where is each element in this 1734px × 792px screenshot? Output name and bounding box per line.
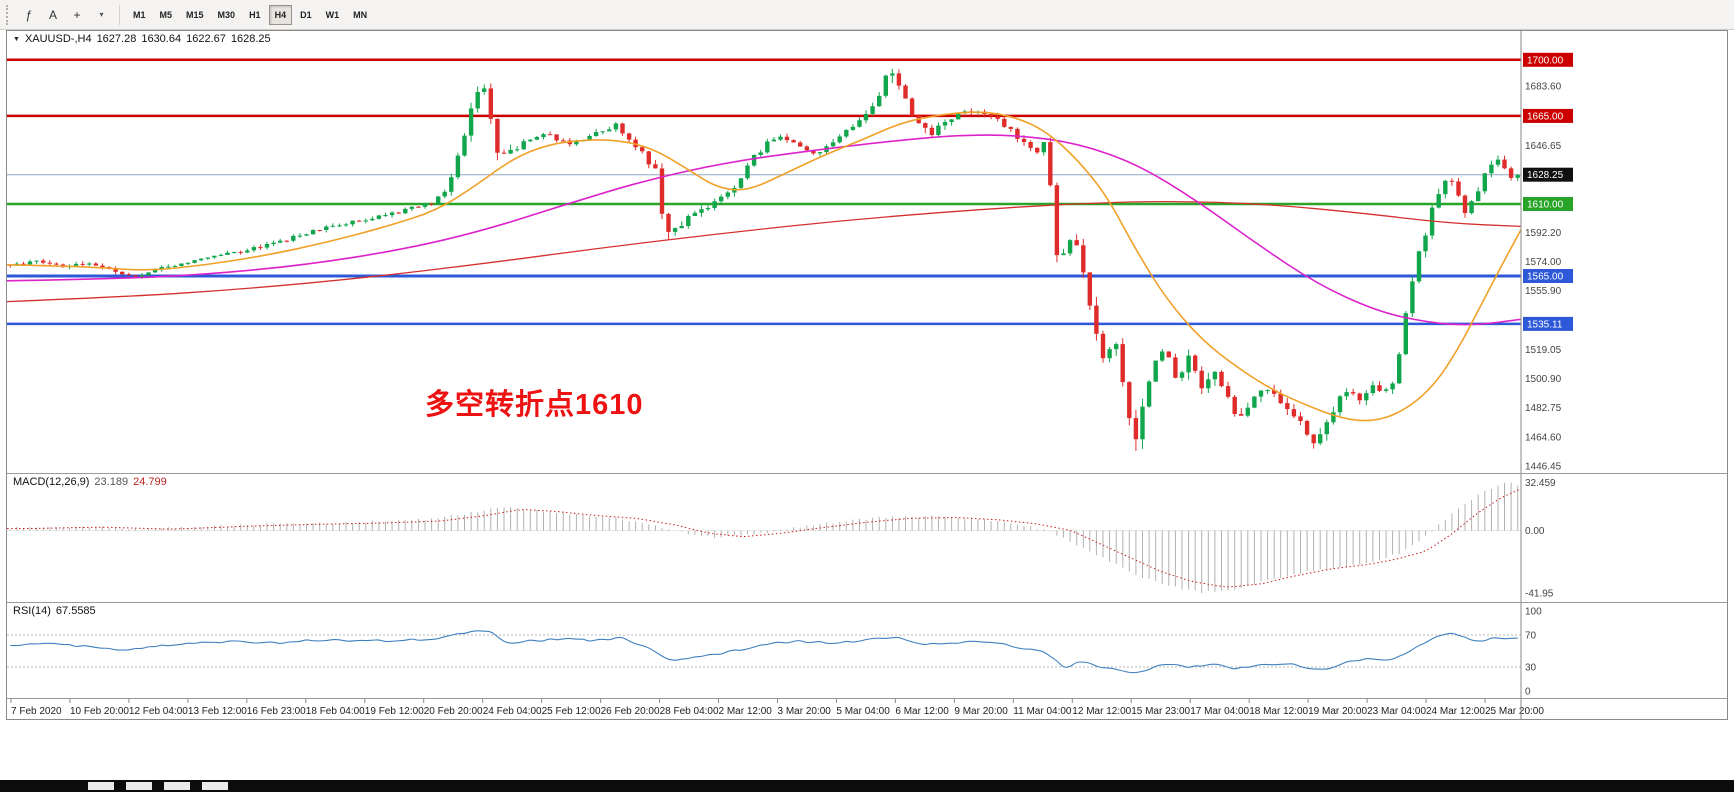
svg-text:1519.05: 1519.05	[1525, 345, 1562, 356]
svg-text:11 Mar 04:00: 11 Mar 04:00	[1013, 706, 1072, 717]
main-price-pane: 1683.60 1646.65 1592.20 1574.00 1555.90 1519.…	[7, 31, 1727, 473]
svg-text:2 Mar 12:00: 2 Mar 12:00	[719, 706, 773, 717]
svg-text:1628.25: 1628.25	[1527, 170, 1564, 181]
toolbar: ƒ A + ▾ M1 M5 M15 M30 H1 H4 D1 W1 MN	[0, 0, 1734, 30]
taskbar-item[interactable]	[88, 782, 114, 790]
timeframe-m15-button[interactable]: M15	[186, 9, 204, 20]
svg-text:9 Mar 20:00: 9 Mar 20:00	[954, 706, 1008, 717]
svg-text:24 Mar 12:00: 24 Mar 12:00	[1426, 706, 1485, 717]
svg-text:19 Mar 20:00: 19 Mar 20:00	[1308, 706, 1367, 717]
svg-text:1535.11: 1535.11	[1527, 319, 1563, 330]
timeframe-h4-button[interactable]: H4	[268, 4, 293, 25]
taskbar-item[interactable]	[202, 782, 228, 790]
svg-text:5 Mar 04:00: 5 Mar 04:00	[836, 706, 890, 717]
chart-annotation[interactable]: 多空转折点1610	[425, 389, 644, 421]
time-axis[interactable]: 7 Feb 2020 10 Feb 20:00 12 Feb 04:00 13 Feb…	[7, 698, 1727, 719]
svg-text:32.459: 32.459	[1525, 478, 1556, 489]
svg-text:18 Feb 04:00: 18 Feb 04:00	[306, 706, 365, 717]
svg-text:0.00: 0.00	[1525, 526, 1545, 537]
timeframe-m30-button[interactable]: M30	[217, 9, 236, 20]
svg-text:1665.00: 1665.00	[1527, 111, 1564, 122]
timeframe-w1-button[interactable]: W1	[325, 9, 340, 20]
svg-text:19 Feb 12:00: 19 Feb 12:00	[365, 706, 424, 717]
svg-text:1482.75: 1482.75	[1525, 403, 1562, 414]
svg-text:23 Mar 04:00: 23 Mar 04:00	[1367, 706, 1426, 717]
svg-text:3 Mar 20:00: 3 Mar 20:00	[778, 706, 832, 717]
timeframe-m5-button[interactable]: M5	[159, 9, 173, 20]
svg-text:6 Mar 12:00: 6 Mar 12:00	[895, 706, 949, 717]
svg-text:12 Mar 12:00: 12 Mar 12:00	[1072, 706, 1131, 717]
main-chart-canvas[interactable]: 1683.60 1646.65 1592.20 1574.00 1555.90 1519.…	[7, 31, 1727, 473]
text-annotation-icon: A	[48, 7, 57, 22]
svg-text:1446.45: 1446.45	[1525, 461, 1562, 472]
svg-text:15 Mar 23:00: 15 Mar 23:00	[1131, 706, 1190, 717]
svg-text:-41.95: -41.95	[1525, 588, 1554, 599]
svg-text:28 Feb 04:00: 28 Feb 04:00	[660, 706, 719, 717]
timeframe-h1-button[interactable]: H1	[249, 9, 261, 20]
draw-tools-button[interactable]: ▾	[90, 4, 112, 26]
crosshair-button[interactable]: +	[66, 4, 88, 26]
svg-text:1683.60: 1683.60	[1525, 82, 1562, 93]
toolbar-grip	[6, 4, 12, 25]
svg-text:7 Feb 2020: 7 Feb 2020	[11, 706, 62, 717]
svg-text:26 Feb 20:00: 26 Feb 20:00	[601, 706, 660, 717]
svg-text:1646.65: 1646.65	[1525, 141, 1562, 152]
taskbar-item[interactable]	[126, 782, 152, 790]
svg-text:100: 100	[1525, 607, 1542, 618]
svg-text:30: 30	[1525, 663, 1537, 674]
svg-text:12 Feb 04:00: 12 Feb 04:00	[129, 706, 188, 717]
text-annotation-button[interactable]: A	[42, 4, 64, 26]
svg-text:1555.90: 1555.90	[1525, 286, 1562, 297]
svg-text:1700.00: 1700.00	[1527, 55, 1564, 66]
toolbar-separator	[119, 4, 120, 25]
chart-window: 1683.60 1646.65 1592.20 1574.00 1555.90 1519.…	[6, 30, 1728, 720]
svg-text:1565.00: 1565.00	[1527, 272, 1564, 283]
svg-text:10 Feb 20:00: 10 Feb 20:00	[70, 706, 129, 717]
svg-text:0: 0	[1525, 687, 1531, 698]
rsi-pane: 100 70 30 0 RSI(14) 67.5585	[7, 602, 1727, 698]
indicators-icon: ƒ	[25, 7, 33, 22]
svg-text:1464.60: 1464.60	[1525, 432, 1562, 443]
indicators-button[interactable]: ƒ	[18, 4, 40, 26]
svg-text:25 Mar 20:00: 25 Mar 20:00	[1485, 706, 1544, 717]
timeframe-m1-button[interactable]: M1	[133, 9, 146, 20]
svg-text:24 Feb 04:00: 24 Feb 04:00	[483, 706, 542, 717]
svg-text:1574.00: 1574.00	[1525, 257, 1562, 268]
taskbar-item[interactable]	[164, 782, 190, 790]
timeframe-d1-button[interactable]: D1	[300, 9, 312, 20]
svg-text:16 Feb 23:00: 16 Feb 23:00	[247, 706, 306, 717]
svg-text:18 Mar 12:00: 18 Mar 12:00	[1249, 706, 1308, 717]
svg-text:17 Mar 04:00: 17 Mar 04:00	[1190, 706, 1249, 717]
svg-text:1592.20: 1592.20	[1525, 228, 1562, 239]
time-axis-canvas[interactable]: 7 Feb 2020 10 Feb 20:00 12 Feb 04:00 13 Feb…	[7, 699, 1727, 719]
macd-canvas[interactable]: 32.459 0.00 -41.95	[7, 474, 1727, 602]
draw-tools-dropdown-icon: ▾	[99, 10, 104, 19]
svg-text:70: 70	[1525, 631, 1537, 642]
rsi-canvas[interactable]: 100 70 30 0	[7, 603, 1727, 698]
svg-text:25 Feb 12:00: 25 Feb 12:00	[542, 706, 601, 717]
svg-text:20 Feb 20:00: 20 Feb 20:00	[424, 706, 483, 717]
crosshair-icon: +	[73, 7, 81, 22]
macd-pane: 32.459 0.00 -41.95 MACD(12,26,9) 23.189 24…	[7, 473, 1727, 602]
svg-text:1610.00: 1610.00	[1527, 199, 1564, 210]
svg-text:13 Feb 12:00: 13 Feb 12:00	[188, 706, 247, 717]
svg-text:1500.90: 1500.90	[1525, 374, 1562, 385]
taskbar	[0, 780, 1734, 792]
timeframe-mn-button[interactable]: MN	[353, 9, 368, 20]
